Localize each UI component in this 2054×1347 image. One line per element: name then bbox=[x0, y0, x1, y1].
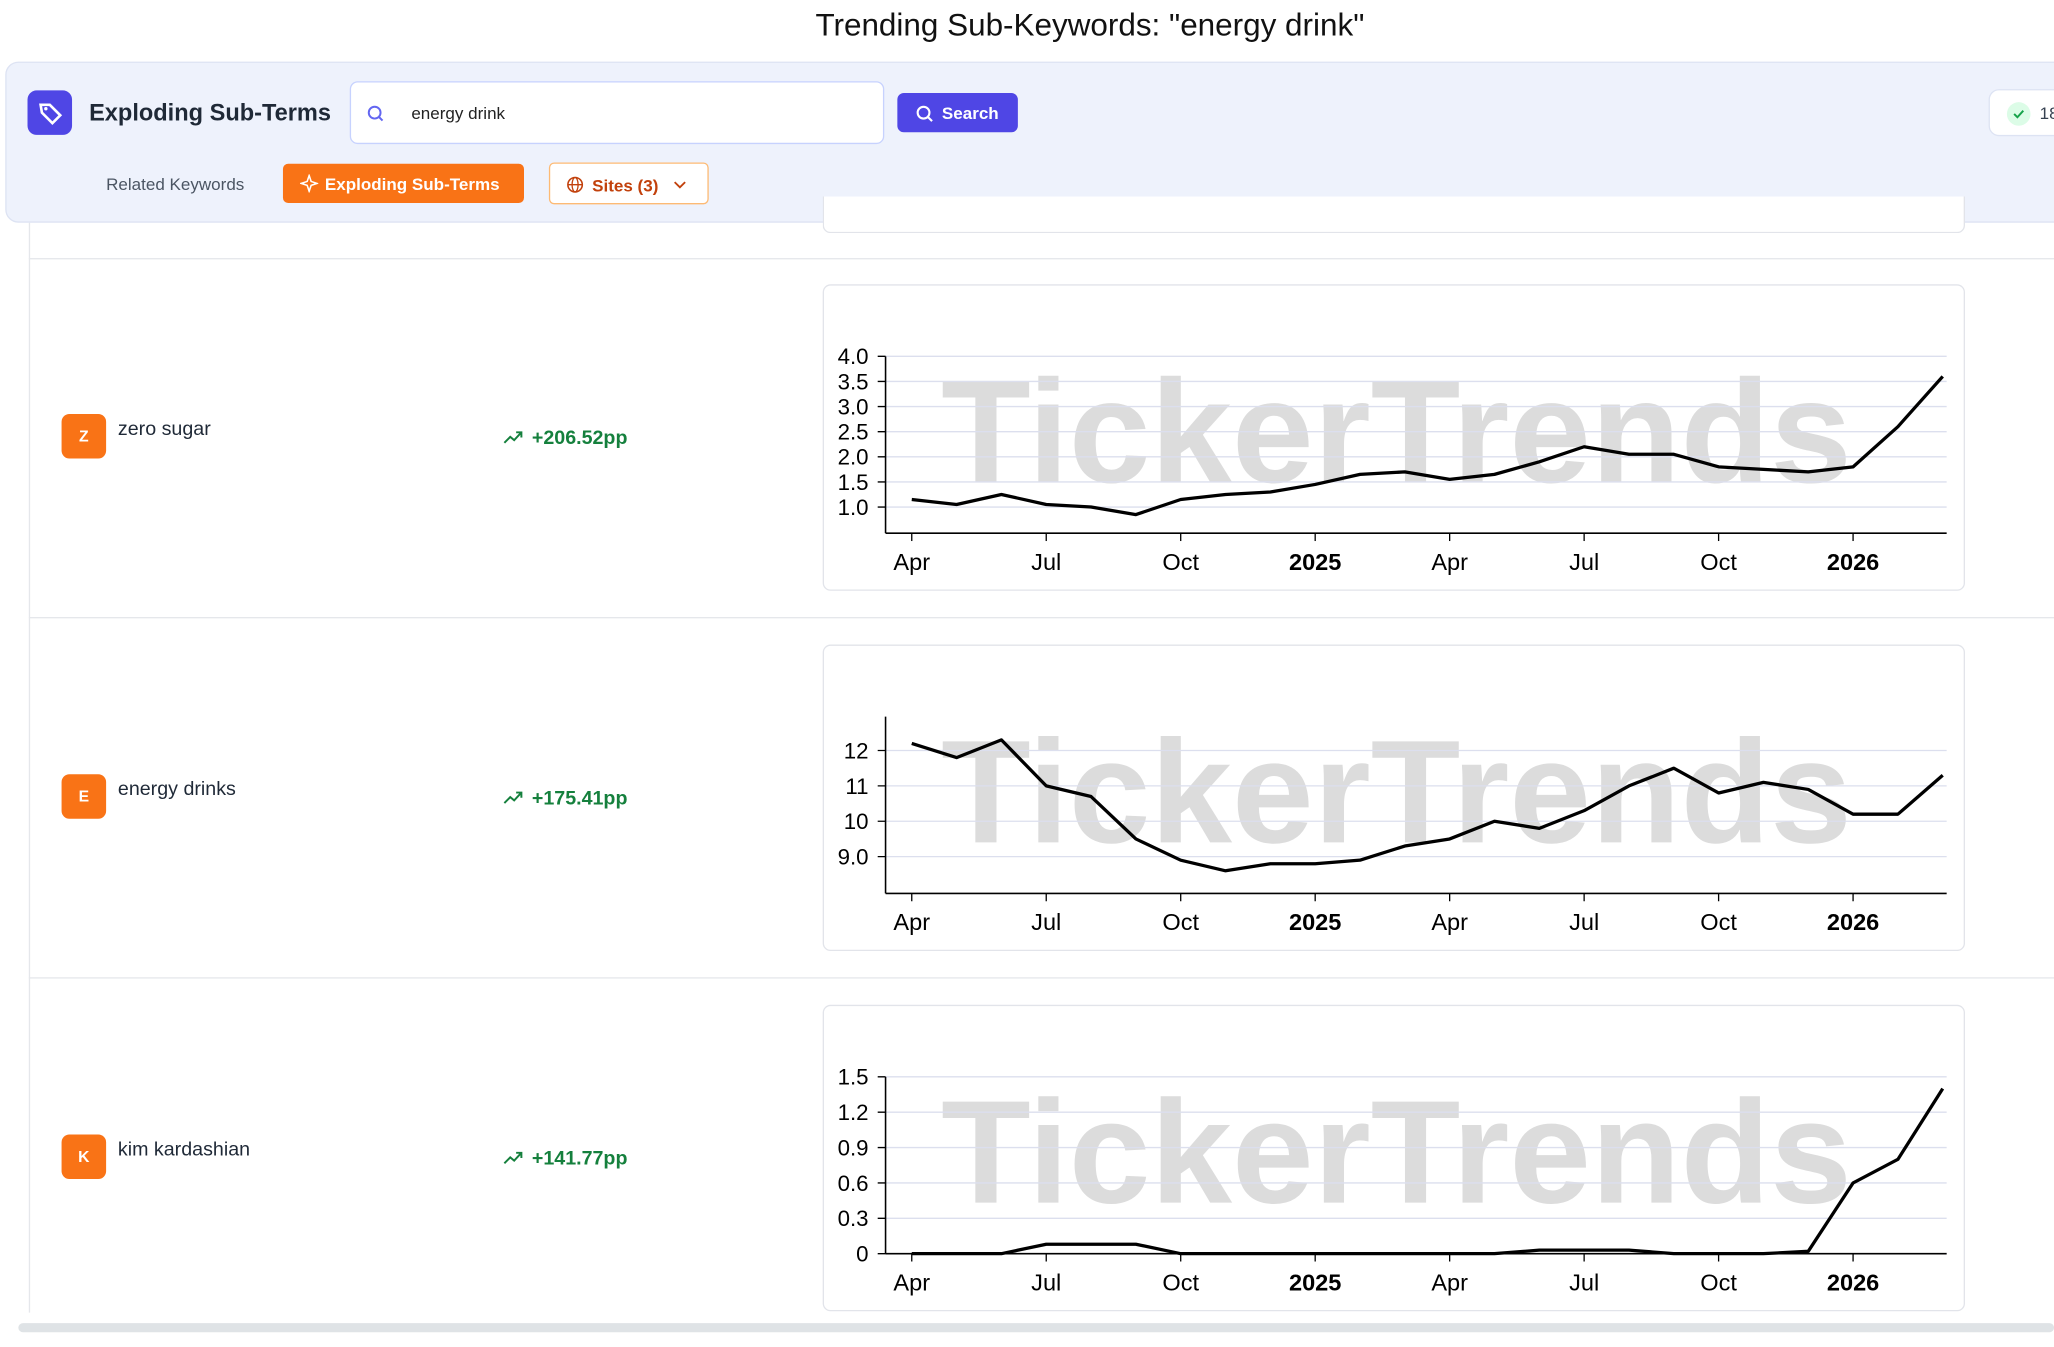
x-tick-label: Oct bbox=[1700, 909, 1737, 935]
x-tick-label: Apr bbox=[893, 549, 930, 575]
brand-title: Exploding Sub-Terms bbox=[89, 99, 332, 126]
change-value: +206.52pp bbox=[531, 427, 628, 450]
avatar: E bbox=[61, 774, 107, 819]
check-icon bbox=[2006, 102, 2031, 126]
status-count: 18 bbox=[2039, 103, 2054, 124]
x-tick-label: Oct bbox=[1162, 549, 1199, 575]
x-tick-label: Oct bbox=[1162, 909, 1199, 935]
x-tick-label: Oct bbox=[1700, 1269, 1737, 1295]
y-tick-label: 11 bbox=[845, 774, 868, 799]
y-tick-label: 12 bbox=[844, 738, 869, 763]
y-tick-label: 1.5 bbox=[838, 1065, 869, 1090]
row-divider bbox=[28, 258, 2054, 260]
search-value: energy drink bbox=[411, 103, 506, 124]
trend-line bbox=[911, 738, 1944, 873]
y-tick-label: 0.9 bbox=[838, 1135, 869, 1160]
chart-card: TickerTrends 1.0 1.5 2.0 2.5 3.0 3.5 4.0 Apr Jul O… bbox=[822, 284, 1965, 591]
x-tick-label: Jul bbox=[1031, 549, 1061, 575]
x-tick-label: Jul bbox=[1569, 549, 1599, 575]
x-tick-label: Apr bbox=[1431, 549, 1468, 575]
tab-label: Exploding Sub-Terms bbox=[324, 174, 500, 194]
x-tick-label: 2025 bbox=[1289, 909, 1341, 935]
keyword: zero sugar bbox=[117, 417, 211, 441]
trend-line bbox=[911, 1087, 1945, 1256]
x-tick-label: 2026 bbox=[1827, 1269, 1879, 1295]
y-tick-label: 0.6 bbox=[838, 1171, 869, 1196]
keyword: kim kardashian bbox=[117, 1138, 251, 1161]
trend-arrow bbox=[503, 1151, 523, 1164]
chart: TickerTrends 0 0.3 0.6 0.9 1.2 1.5 Apr Jul Oct 202… bbox=[838, 1065, 1947, 1295]
tab-active[interactable]: Exploding Sub-Terms bbox=[282, 163, 524, 204]
search-icon bbox=[916, 105, 933, 122]
change-value: +175.41pp bbox=[531, 787, 628, 810]
y-tick-label: 0 bbox=[856, 1242, 868, 1267]
y-tick-label: 4.0 bbox=[838, 344, 869, 369]
keyword: energy drinks bbox=[117, 778, 236, 801]
y-tick-label: 10 bbox=[844, 809, 869, 834]
change-value: +141.77pp bbox=[531, 1147, 628, 1170]
y-tick-label: 3.5 bbox=[838, 369, 869, 394]
table-border bbox=[28, 222, 31, 1313]
x-tick-label: Jul bbox=[1031, 909, 1061, 935]
watermark: TickerTrends bbox=[941, 1071, 1852, 1235]
x-tick-label: 2026 bbox=[1827, 909, 1879, 935]
search-button[interactable]: Search bbox=[897, 93, 1018, 133]
y-tick-label: 2.0 bbox=[838, 445, 869, 470]
status-pill[interactable]: 18 bbox=[1988, 89, 2054, 137]
x-tick-label: Apr bbox=[1431, 1269, 1468, 1295]
trend-icon bbox=[503, 791, 523, 804]
y-tick-label: 1.2 bbox=[838, 1100, 869, 1125]
tab[interactable]: Related Keywords bbox=[106, 174, 245, 194]
search-input[interactable] bbox=[349, 81, 885, 145]
x-tick-label: Jul bbox=[1569, 909, 1599, 935]
row-divider bbox=[28, 977, 2054, 979]
y-tick-label: 9.0 bbox=[838, 844, 869, 869]
spark-icon bbox=[299, 174, 319, 193]
trend-line bbox=[911, 375, 1944, 517]
tab-dropdown[interactable]: Sites (3) bbox=[548, 162, 709, 205]
y-tick-label: 2.5 bbox=[838, 420, 869, 445]
x-tick-label: Apr bbox=[893, 1269, 930, 1295]
trend-icon bbox=[503, 1151, 523, 1164]
x-tick-label: Oct bbox=[1162, 1269, 1199, 1295]
chart-card-partial bbox=[822, 196, 1965, 234]
avatar: K bbox=[61, 1134, 107, 1179]
brand-icon bbox=[27, 90, 73, 135]
search-icon bbox=[367, 105, 384, 122]
trend-icon bbox=[503, 431, 523, 444]
page-title: Trending Sub-Keywords: "energy drink" bbox=[815, 7, 1365, 44]
x-tick-label: 2025 bbox=[1289, 1269, 1341, 1295]
x-tick-label: 2026 bbox=[1827, 549, 1879, 575]
tag-icon bbox=[39, 103, 63, 125]
tab-label: Sites (3) bbox=[592, 175, 659, 196]
y-tick-label: 3.0 bbox=[838, 394, 869, 419]
y-tick-label: 1.0 bbox=[838, 495, 869, 520]
row-divider bbox=[28, 617, 2054, 619]
x-tick-label: Oct bbox=[1700, 549, 1737, 575]
chart-card: TickerTrends 0 0.3 0.6 0.9 1.2 1.5 Apr Jul Oct 202… bbox=[822, 1004, 1965, 1312]
y-tick-label: 1.5 bbox=[838, 470, 869, 495]
x-tick-label: Apr bbox=[893, 909, 930, 935]
chevron-icon bbox=[674, 181, 687, 189]
scrollbar[interactable] bbox=[18, 1323, 2054, 1333]
search-button-label: Search bbox=[941, 103, 999, 124]
trend-arrow bbox=[503, 431, 523, 444]
trend-arrow bbox=[503, 791, 523, 804]
chart-card: TickerTrends 9.0 10 11 12 Apr Jul Oct 2025 Apr Jul… bbox=[822, 644, 1965, 952]
x-tick-label: Apr bbox=[1431, 909, 1468, 935]
globe-icon bbox=[567, 176, 584, 193]
x-tick-label: 2025 bbox=[1289, 549, 1341, 575]
x-tick-label: Jul bbox=[1569, 1269, 1599, 1295]
avatar: Z bbox=[61, 413, 107, 459]
x-tick-label: Jul bbox=[1031, 1269, 1061, 1295]
y-tick-label: 0.3 bbox=[838, 1206, 869, 1231]
